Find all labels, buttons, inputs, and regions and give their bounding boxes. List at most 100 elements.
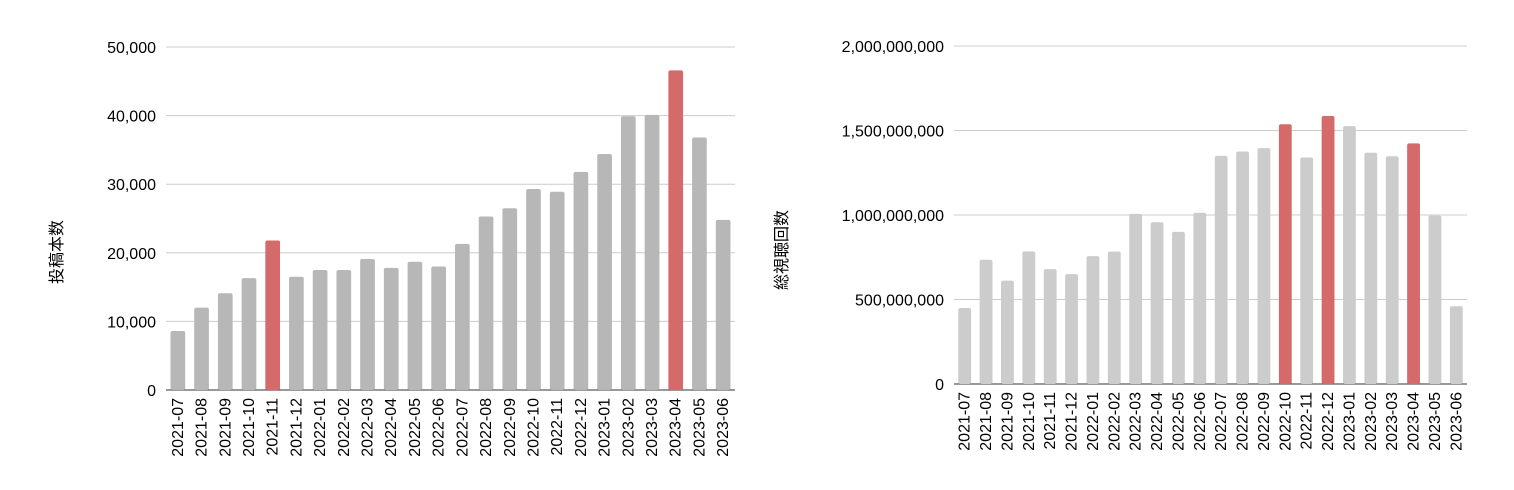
bar (502, 208, 518, 390)
bar (241, 278, 257, 390)
x-tick-label: 2021-08 (978, 392, 995, 451)
x-tick-label: 2023-01 (597, 398, 614, 457)
x-tick-label: 2021-10 (241, 398, 258, 457)
x-tick-label: 2021-12 (288, 398, 305, 457)
x-tick-label: 2021-11 (265, 398, 282, 456)
x-tick-label: 2022-07 (454, 398, 471, 457)
bar (1214, 155, 1228, 384)
x-tick-label: 2022-08 (478, 398, 495, 457)
x-tick-label: 2022-03 (360, 398, 377, 457)
bar (407, 261, 423, 390)
x-tick-label: 2022-07 (1213, 392, 1230, 451)
y-tick-label: 30,000 (107, 177, 156, 194)
y-tick-label: 2,000,000,000 (842, 39, 944, 56)
x-tick-label: 2021-08 (194, 398, 211, 457)
x-tick-label: 2022-11 (1299, 392, 1316, 450)
bar (1428, 215, 1442, 384)
x-tick-label: 2022-09 (1256, 392, 1273, 451)
bar (1065, 274, 1078, 384)
x-tick-label: 2021-09 (999, 392, 1016, 451)
x-tick-label: 2022-06 (1192, 392, 1209, 451)
bar (1129, 213, 1143, 384)
x-tick-label: 2022-04 (1149, 392, 1166, 451)
x-tick-label: 2022-05 (407, 398, 424, 457)
bar (455, 243, 470, 390)
x-tick-label: 2021-07 (170, 398, 187, 457)
x-tick-label: 2022-10 (1277, 392, 1294, 451)
x-tick-label: 2023-06 (1448, 392, 1465, 451)
bar (478, 216, 494, 390)
x-tick-label: 2021-12 (1064, 392, 1081, 451)
bar (431, 266, 446, 390)
bar (1449, 306, 1463, 384)
x-tick-label: 2023-02 (1363, 392, 1380, 451)
bar (573, 171, 589, 390)
x-tick-label: 2022-08 (1235, 392, 1252, 451)
x-tick-label: 2022-01 (1085, 392, 1102, 451)
x-tick-label: 2022-01 (312, 398, 329, 457)
bar-highlighted (265, 240, 281, 390)
views-bar-chart: 0 500,000,000 1,000,000,000 1,500,000,000 2,… (772, 39, 1467, 451)
y-tick-label: 0 (935, 377, 944, 394)
y-tick-label: 1,500,000,000 (842, 124, 944, 141)
bar (1364, 152, 1378, 384)
x-tick-label: 2022-11 (549, 398, 566, 456)
y-axis-label: 総視聴回数 (772, 210, 791, 290)
y-tick-label: 40,000 (107, 109, 156, 126)
bar (715, 219, 731, 390)
bar (597, 154, 612, 390)
bar (1343, 126, 1356, 384)
bar (1172, 231, 1185, 384)
y-tick-label: 50,000 (107, 40, 156, 57)
bar-highlighted (1407, 143, 1420, 384)
bar (1043, 269, 1057, 384)
y-tick-label: 20,000 (107, 246, 156, 263)
bar (620, 116, 636, 390)
bar (194, 307, 209, 390)
x-tick-label: 2023-04 (668, 398, 685, 457)
bar (360, 258, 375, 390)
bar (1385, 156, 1399, 384)
x-tick-label: 2021-10 (1021, 392, 1038, 451)
bar (1300, 157, 1314, 384)
bar (1236, 151, 1249, 384)
bar (1086, 256, 1100, 384)
bar-highlighted (1321, 115, 1335, 384)
x-tick-label: 2023-06 (715, 398, 732, 457)
bar (217, 293, 233, 390)
y-tick-label: 500,000,000 (855, 293, 944, 310)
x-tick-label: 2021-11 (1042, 392, 1059, 450)
x-tick-label: 2022-02 (336, 398, 353, 457)
x-tick-label: 2023-01 (1341, 392, 1358, 451)
bar (1193, 212, 1207, 384)
x-tick-label: 2022-09 (502, 398, 519, 457)
y-axis-label: 投稿本数 (47, 220, 66, 284)
y-tick-label: 0 (147, 383, 156, 400)
x-tick-label: 2023-03 (644, 398, 661, 457)
bar (644, 114, 660, 390)
x-tick-label: 2022-10 (525, 398, 542, 457)
bar (1107, 251, 1121, 384)
bar (170, 331, 186, 390)
bar (1001, 280, 1014, 384)
x-tick-label: 2023-03 (1384, 392, 1401, 451)
posts-bar-chart: 0 10,000 20,000 30,000 40,000 50,000 2021-07 2… (47, 40, 735, 457)
bar (336, 269, 352, 390)
x-tick-label: 2021-07 (957, 392, 974, 451)
x-tick-label: 2023-05 (691, 398, 708, 457)
bar (526, 189, 541, 390)
x-tick-label: 2022-02 (1106, 392, 1123, 451)
x-tick-label: 2022-12 (1320, 392, 1337, 451)
y-tick-label: 10,000 (107, 314, 156, 331)
x-tick-label: 2022-06 (431, 398, 448, 457)
x-tick-label: 2022-12 (573, 398, 590, 457)
x-tick-label: 2023-05 (1427, 392, 1444, 451)
x-tick-label: 2023-02 (620, 398, 637, 457)
x-tick-label: 2022-05 (1170, 392, 1187, 451)
bar (1022, 251, 1036, 384)
y-tick-label: 1,000,000,000 (842, 208, 944, 225)
bar (958, 307, 972, 384)
bar (692, 137, 707, 390)
bar-highlighted (668, 70, 684, 390)
